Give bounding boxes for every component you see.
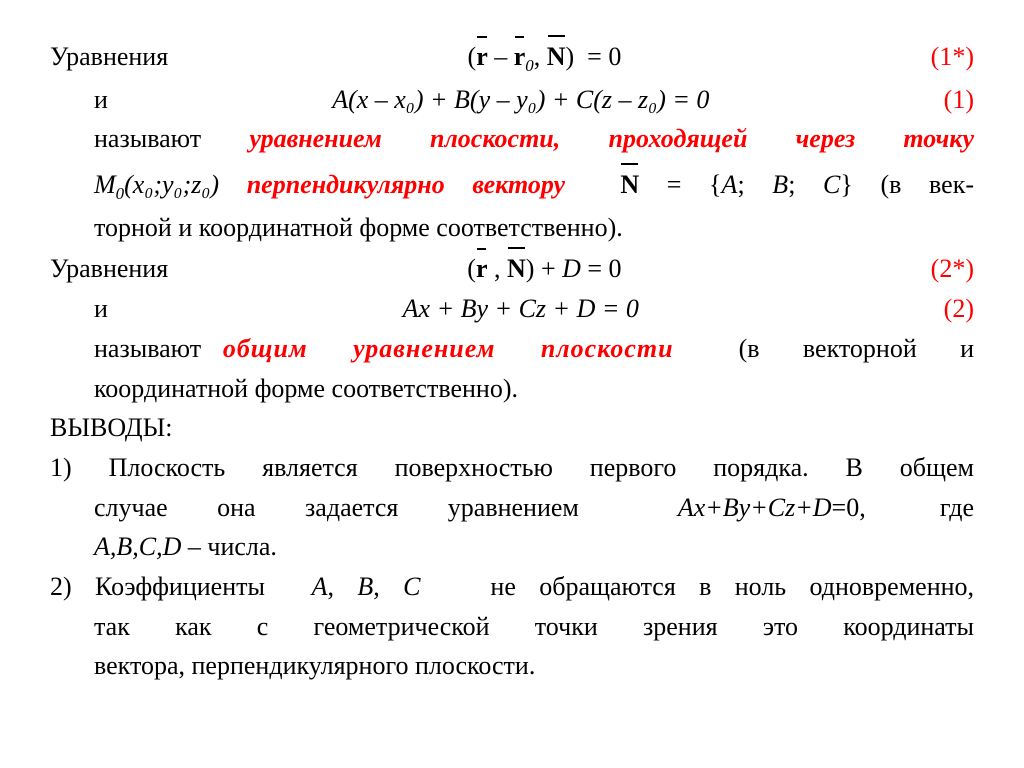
item1-l2a: случае она задается уравнением xyxy=(94,493,579,522)
eq2-number: (1) xyxy=(934,81,974,119)
item-1-line-3: A,B,C,D – числа. xyxy=(50,528,974,566)
text-4c-close: } (в век- xyxy=(840,170,974,199)
eq6-comma: , xyxy=(488,254,508,283)
item1-l3b: – числа. xyxy=(181,532,277,561)
text-8c: (в векторной и xyxy=(739,334,974,363)
M-sub: 0 xyxy=(116,184,124,203)
vector-N-3: N xyxy=(507,250,526,288)
item2-num: 2) xyxy=(50,572,72,601)
M-args: (x₀;y₀;z₀) xyxy=(124,170,219,199)
item2-l1d: B xyxy=(357,572,373,601)
eq6-eq0: = 0 xyxy=(581,254,622,283)
item2-l1f: C xyxy=(403,572,420,601)
text-line-8: называют общим уравнением плоскости (в в… xyxy=(50,330,974,368)
item2-l1c: , xyxy=(328,572,358,601)
item1-l2c: =0, где xyxy=(832,493,974,522)
vector-r0-letter: r xyxy=(514,42,526,71)
eq1-formula: (r – r0, N) = 0 xyxy=(168,38,920,79)
text-line-9: координатной форме соответственно). xyxy=(50,370,974,408)
eq7-formula: Ax + By + Cz + D = 0 xyxy=(108,290,934,328)
vector-r0: r xyxy=(514,38,526,76)
eq7-lead: и xyxy=(94,290,108,328)
item2-l1e: , xyxy=(373,572,403,601)
eq6-open: ( xyxy=(467,254,476,283)
eq1-minus: – xyxy=(488,42,514,71)
text-line-4: M0(x₀;y₀;z₀) перпендикулярно вектору N =… xyxy=(50,166,974,207)
item2-l1g: не обращаются в ноль одновременно, xyxy=(420,572,974,601)
M-letter: M xyxy=(94,170,116,199)
text-4b: перпендикулярно вектору xyxy=(247,170,565,199)
equation-line-1: Уравнения (r – r0, N) = 0 (1*) xyxy=(50,38,974,79)
text-4c-s1: ; xyxy=(737,170,772,199)
eq1-close: ) = 0 xyxy=(566,42,622,71)
item1-num: 1) xyxy=(50,453,72,482)
eq6-lead: Уравнения xyxy=(50,250,168,288)
eq6-D: D xyxy=(562,254,581,283)
item2-l1b: A xyxy=(312,572,328,601)
text-4c-B: B xyxy=(772,170,788,199)
slide-content: Уравнения (r – r0, N) = 0 (1*) и A(x – x… xyxy=(0,0,1024,707)
item-1-line-2: случае она задается уравнением Ax+By+Cz+… xyxy=(50,489,974,527)
vector-N-2: N xyxy=(620,166,639,204)
item-2-line-3: вектора, перпендикулярного плоскости. xyxy=(50,647,974,685)
text-line-3: называют уравнением плоскости, проходяще… xyxy=(50,120,974,158)
eq1-number: (1*) xyxy=(921,38,974,76)
item1-l3a: A,B,C,D xyxy=(94,532,181,561)
vector-N-1: N xyxy=(547,38,566,76)
item1-l2b: Ax+By+Cz+D xyxy=(678,493,832,522)
text-8b: общим уравнением плоскости xyxy=(223,334,674,363)
eq1-comma: , xyxy=(534,42,547,71)
item1-l1: Плоскость является поверхностью первого … xyxy=(109,453,974,482)
conclusions-heading: ВЫВОДЫ: xyxy=(50,409,974,447)
eq6-plus: ) + xyxy=(526,254,562,283)
text-4c-A: A xyxy=(722,170,738,199)
equation-line-2: и A(x – x₀) + B(y – y₀) + C(z – z₀) = 0 … xyxy=(50,81,974,119)
text-4c-C: C xyxy=(823,170,840,199)
eq6-number: (2*) xyxy=(921,250,974,288)
equation-line-7: и Ax + By + Cz + D = 0 (2) xyxy=(50,290,974,328)
item-2-line-2: так как с геометрической точки зрения эт… xyxy=(50,608,974,646)
item-2-line-1: 2) Коэффициенты A, B, C не обращаются в … xyxy=(50,568,974,606)
equation-line-6: Уравнения (r , N) + D = 0 (2*) xyxy=(50,250,974,288)
eq7-number: (2) xyxy=(934,290,974,328)
eq2-lead: и xyxy=(94,81,108,119)
vector-r-2: r xyxy=(476,250,488,288)
text-8a: называют xyxy=(94,334,201,363)
text-line-5: торной и координатной форме соответствен… xyxy=(50,209,974,247)
eq6-formula: (r , N) + D = 0 xyxy=(168,250,920,288)
eq1-open: ( xyxy=(468,42,477,71)
eq2-formula: A(x – x₀) + B(y – y₀) + C(z – z₀) = 0 xyxy=(108,81,934,119)
text-4c-s2: ; xyxy=(788,170,823,199)
vector-r0-sub: 0 xyxy=(525,56,533,75)
text-3a: называют xyxy=(94,124,201,153)
item2-l1a: Коэффициенты xyxy=(95,572,312,601)
item-1-line-1: 1) Плоскость является поверхностью перво… xyxy=(50,449,974,487)
text-3b: уравнением плоскости, проходящей через т… xyxy=(249,124,974,153)
point-M0: M xyxy=(94,170,116,199)
text-4c-eq: = { xyxy=(639,170,721,199)
eq1-lead: Уравнения xyxy=(50,38,168,76)
vector-r: r xyxy=(476,38,488,76)
